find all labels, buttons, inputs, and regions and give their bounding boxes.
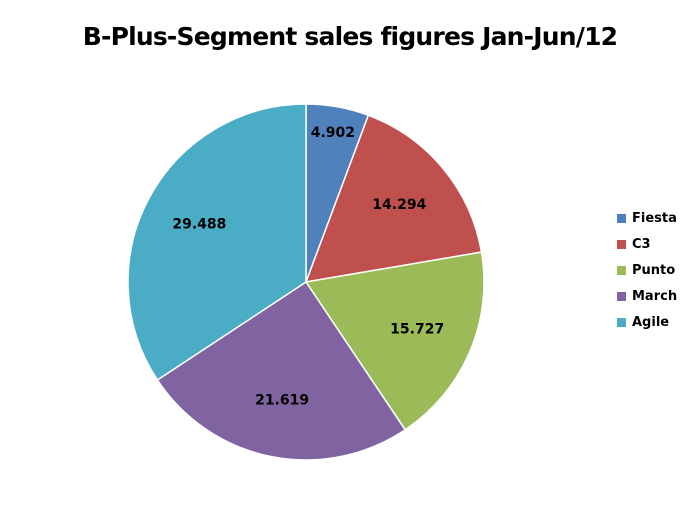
chart-title: B-Plus-Segment sales figures Jan-Jun/12 xyxy=(82,22,618,51)
pie-slice-march xyxy=(156,280,407,461)
pie-slice-punto xyxy=(304,251,485,431)
data-label-c3: 14.294 xyxy=(372,197,426,213)
legend-swatch xyxy=(617,213,626,223)
pie-slice-c3 xyxy=(304,114,483,283)
legend-swatch xyxy=(617,291,626,301)
legend-label: Fiesta xyxy=(632,210,677,226)
legend-label: March xyxy=(632,288,678,304)
data-label-punto: 15.727 xyxy=(390,322,444,338)
legend-label: C3 xyxy=(632,236,651,252)
legend-label: Punto xyxy=(632,262,676,278)
legend-swatch xyxy=(617,265,626,275)
chart-legend: Fiesta C3 Punto March Agile xyxy=(617,208,677,338)
legend-swatch xyxy=(617,317,626,327)
legend-item-punto: Punto xyxy=(617,260,677,280)
legend-item-agile: Agile xyxy=(617,312,677,332)
data-label-fiesta: 4.902 xyxy=(311,125,355,141)
legend-item-fiesta: Fiesta xyxy=(617,208,677,228)
data-label-agile: 29.488 xyxy=(172,217,226,233)
legend-item-march: March xyxy=(617,286,677,306)
legend-swatch xyxy=(617,239,626,249)
pie-slice-agile xyxy=(127,103,307,382)
legend-label: Agile xyxy=(632,314,670,330)
legend-item-c3: C3 xyxy=(617,234,677,254)
data-label-march: 21.619 xyxy=(255,393,309,409)
